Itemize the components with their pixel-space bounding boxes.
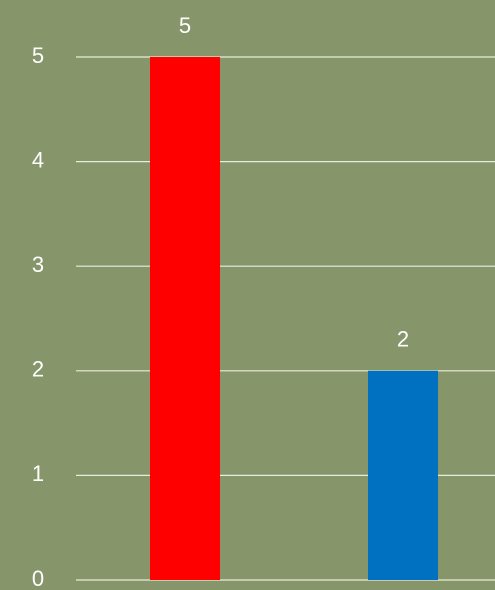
bar bbox=[150, 57, 220, 580]
y-tick-label: 1 bbox=[32, 461, 44, 486]
data-label: 2 bbox=[397, 327, 409, 352]
y-tick-label: 2 bbox=[32, 357, 44, 382]
bar bbox=[368, 370, 438, 580]
y-tick-label: 3 bbox=[32, 252, 44, 277]
y-tick-label: 0 bbox=[32, 566, 44, 590]
data-label: 5 bbox=[179, 13, 191, 38]
y-tick-label: 5 bbox=[32, 43, 44, 68]
y-tick-label: 4 bbox=[32, 147, 44, 172]
